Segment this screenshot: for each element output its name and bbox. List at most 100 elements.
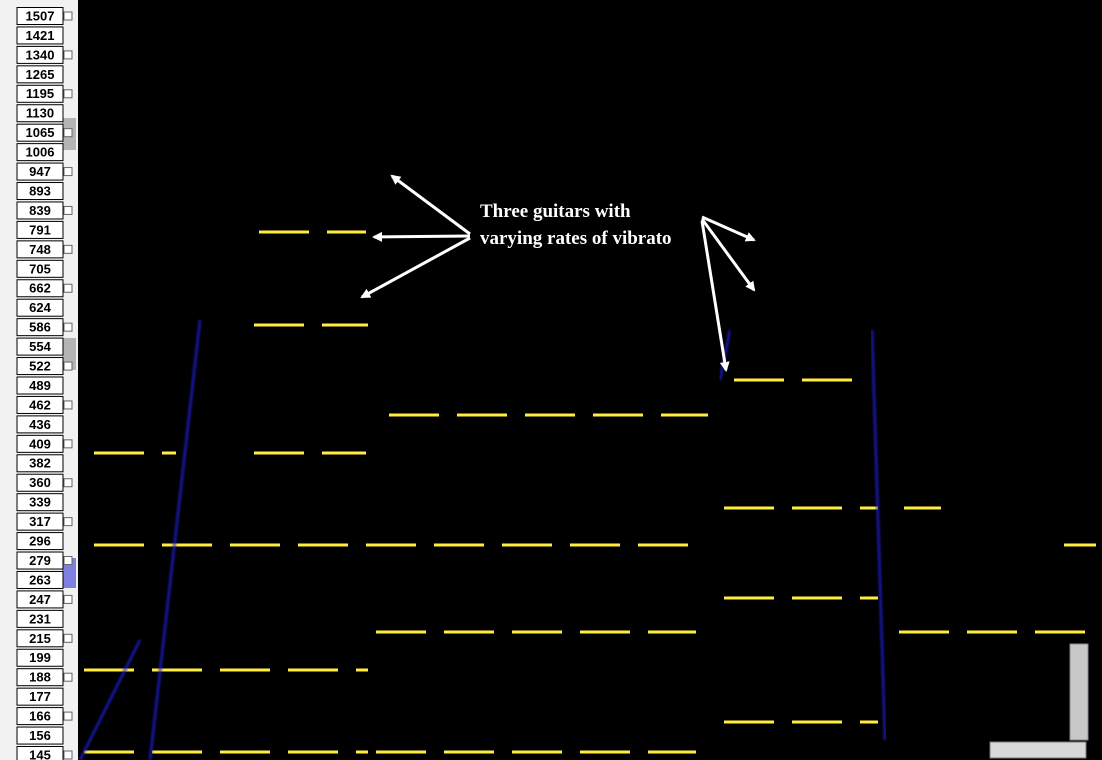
transient-trace: [78, 639, 142, 760]
frequency-label: 947: [29, 164, 51, 179]
frequency-label: 247: [29, 592, 51, 607]
scrollbar[interactable]: [1069, 643, 1089, 741]
key-marker: [63, 322, 73, 332]
annotation-arrows: [360, 174, 756, 372]
label-box: [16, 629, 64, 648]
key-marker: [63, 167, 73, 177]
label-box: [16, 532, 64, 551]
frequency-label: 662: [29, 281, 51, 296]
key-marker: [63, 672, 73, 682]
key-marker: [63, 594, 73, 604]
label-box: [16, 26, 64, 45]
frequency-label: 522: [29, 358, 51, 373]
frequency-label: 199: [29, 650, 51, 665]
frequency-label: 748: [29, 242, 51, 257]
frequency-label: 1340: [26, 47, 55, 62]
label-box: [16, 337, 64, 356]
label-box: [16, 415, 64, 434]
frequency-label: 1006: [26, 145, 55, 160]
frequency-label: 409: [29, 436, 51, 451]
frequency-label: 705: [29, 261, 51, 276]
frequency-label: 1507: [26, 8, 55, 23]
frequency-labels: 1507 1421 1340 1265 1195 1130 1065 1006 947 893 83…: [16, 7, 73, 760]
frequency-label: 554: [29, 339, 51, 354]
key-marker: [63, 711, 73, 721]
transient-trace: [148, 319, 202, 760]
arrow: [360, 236, 471, 299]
frequency-label: 215: [29, 631, 51, 646]
frequency-label: 145: [29, 747, 51, 760]
arrow: [700, 220, 730, 372]
key-marker: [63, 205, 73, 215]
key-marker: [63, 50, 73, 60]
label-box: [16, 259, 64, 278]
label-box: [16, 376, 64, 395]
label-box: [16, 648, 64, 667]
key-marker: [63, 400, 73, 410]
frequency-label: 1130: [26, 106, 54, 121]
key-marker: [63, 244, 73, 254]
key-marker: [63, 750, 73, 760]
frequency-label: 1195: [26, 86, 54, 101]
frequency-label: 1265: [26, 67, 55, 82]
label-box: [16, 65, 64, 84]
label-box: [16, 104, 64, 123]
frequency-label: 317: [29, 514, 51, 529]
key-marker: [63, 556, 73, 566]
label-box: [16, 746, 64, 760]
label-box: [16, 143, 64, 162]
label-box: [16, 201, 64, 220]
label-box: [16, 123, 64, 142]
label-box: [16, 493, 64, 512]
key-marker: [63, 633, 73, 643]
arrow: [701, 215, 756, 242]
frequency-label: 360: [29, 475, 51, 490]
label-box: [16, 454, 64, 473]
label-box: [16, 726, 64, 745]
frequency-label: 231: [29, 611, 51, 626]
label-box: [16, 687, 64, 706]
label-box: [16, 434, 64, 453]
key-marker: [63, 361, 73, 371]
label-box: [16, 395, 64, 414]
frequency-label: 791: [29, 222, 51, 237]
frequency-label: 489: [29, 378, 51, 393]
label-box: [16, 473, 64, 492]
label-box: [16, 220, 64, 239]
ruler-key: [62, 558, 76, 588]
frequency-label: 339: [29, 495, 51, 510]
frequency-label: 177: [29, 689, 51, 704]
label-box: [16, 298, 64, 317]
frequency-label: 436: [29, 417, 51, 432]
annotation-line: varying rates of vibrato: [480, 228, 672, 249]
label-box: [16, 609, 64, 628]
label-box: [16, 182, 64, 201]
label-box: [16, 357, 64, 376]
frequency-label: 156: [29, 728, 51, 743]
frequency-label: 462: [29, 397, 51, 412]
frequency-label: 1065: [26, 125, 55, 140]
arrow: [372, 231, 471, 242]
label-box: [16, 45, 64, 64]
frequency-label: 586: [29, 320, 51, 335]
key-marker: [63, 517, 73, 527]
label-box: [16, 551, 64, 570]
label-box: [16, 279, 64, 298]
frequency-label: 296: [29, 534, 51, 549]
zoom-control[interactable]: [989, 741, 1087, 759]
annotation-line: Three guitars with: [480, 201, 631, 222]
label-box: [16, 590, 64, 609]
frequency-label: 893: [29, 183, 51, 198]
spectrogram-traces: [78, 17, 1100, 760]
label-box: [16, 512, 64, 531]
label-box: [16, 318, 64, 337]
key-marker: [63, 439, 73, 449]
label-box: [16, 668, 64, 687]
frequency-label: 624: [29, 300, 51, 315]
label-box: [16, 570, 64, 589]
frequency-label: 382: [29, 456, 51, 471]
key-marker: [63, 128, 73, 138]
frequency-label: 1421: [26, 28, 55, 43]
